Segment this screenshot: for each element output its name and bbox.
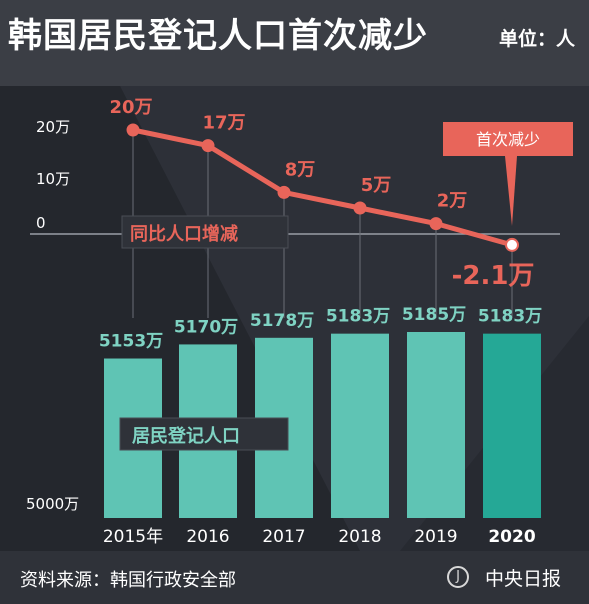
line-value-label-3: 5万 [361,175,392,196]
y-tick-label-0: 20万 [36,118,70,136]
line-layer [126,123,519,252]
bar-5 [483,333,541,518]
line-value-label-2: 8万 [285,159,316,180]
x-tick-label-5: 2020 [488,527,535,547]
header-banner: 韩国居民登记人口首次减少 单位：人 [0,0,589,86]
x-tick-label-3: 2018 [338,527,381,547]
line-value-label-1: 17万 [202,113,245,134]
line-series-label-text: 同比人口增减 [130,223,238,245]
annotation-pointer [505,156,517,226]
y-tick-label-2: 0 [36,214,46,232]
footer-bar [0,551,589,604]
line-point-4 [429,217,443,231]
bar-3 [331,333,389,518]
line-series-label-box [121,215,289,249]
bar-series-label: 居民登记人口 [119,417,289,451]
chart-title: 韩国居民登记人口首次减少 [8,16,428,56]
unit-label: 单位：人 [498,28,575,50]
bar-baseline-label: 5000万 [26,495,79,513]
zhongyang-logo-icon: J [447,566,469,588]
annotation-callout: 首次减少 [443,122,573,226]
x-tick-label-4: 2019 [414,527,457,547]
line-point-3 [353,201,367,215]
bar-series-label-box [119,417,289,451]
bar-value-label-5: 5183万 [478,307,542,327]
line-value-label-4: 2万 [437,191,468,212]
bar-value-label-0: 5153万 [99,332,163,352]
line-point-1 [201,139,215,153]
line-point-2 [277,185,291,199]
bar-value-label-2: 5178万 [250,311,314,331]
line-point-0 [126,123,140,137]
annotation-text: 首次减少 [476,130,540,149]
bar-4 [407,332,465,518]
x-tick-label-2: 2017 [262,527,305,547]
source-text: 资料来源：韩国行政安全部 [20,570,236,591]
publisher-name: 中央日报 [484,568,561,590]
annotation-box [443,122,573,156]
grid-layer: 20万 10万 0 [30,118,560,318]
chart-area: 20万 10万 0 20万 17万 8万 5万 2万 -2.1万 首次减少同比人口增减 5153万… [0,86,589,551]
bar-layer [104,332,541,518]
line-value-label-5: -2.1万 [452,261,535,291]
line-value-label-0: 20万 [109,97,152,118]
line-point-5 [505,237,519,252]
y-tick-label-1: 10万 [36,170,70,188]
line-series-path [132,127,513,248]
line-series-label: 同比人口增减 [121,215,289,249]
bar-value-label-3: 5183万 [326,307,390,327]
bar-series-label-text: 居民登记人口 [132,425,240,447]
x-tick-label-1: 2016 [186,527,229,547]
bar-value-label-1: 5170万 [174,317,238,337]
x-tick-label-0: 2015年 [103,527,163,547]
bar-value-label-4: 5185万 [402,305,466,325]
